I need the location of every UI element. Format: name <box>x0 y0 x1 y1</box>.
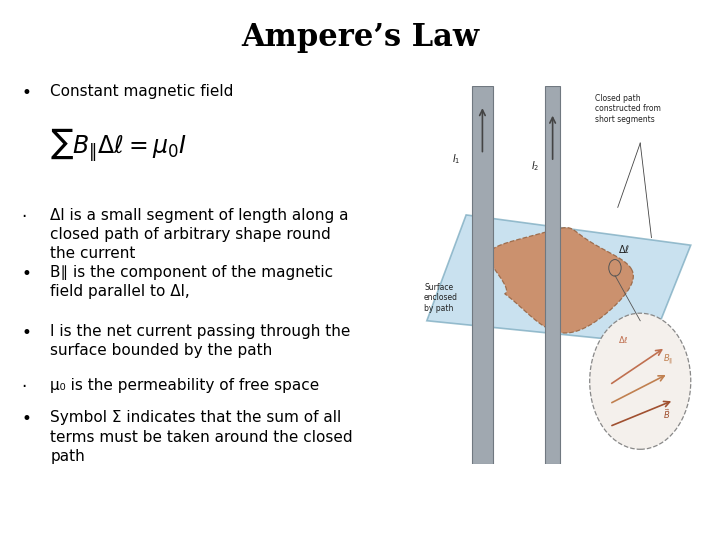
Polygon shape <box>427 215 690 343</box>
Text: ·: · <box>22 378 27 396</box>
Text: I is the net current passing through the
surface bounded by the path: I is the net current passing through the… <box>50 324 351 358</box>
Text: Surface
enclosed
by path: Surface enclosed by path <box>424 283 458 313</box>
Text: Δl is a small segment of length along a
closed path of arbitrary shape round
the: Δl is a small segment of length along a … <box>50 208 349 261</box>
Bar <box>472 86 492 464</box>
Text: B∥ is the component of the magnetic
field parallel to Δl,: B∥ is the component of the magnetic fiel… <box>50 265 333 299</box>
Bar <box>545 86 560 464</box>
Text: $\Delta\ell$: $\Delta\ell$ <box>618 334 629 346</box>
Circle shape <box>590 313 690 449</box>
Text: Closed path
constructed from
short segments: Closed path constructed from short segme… <box>595 94 661 124</box>
Polygon shape <box>489 227 634 333</box>
Text: $B_{\|}$: $B_{\|}$ <box>662 353 672 367</box>
Text: $\Delta\ell$: $\Delta\ell$ <box>618 242 630 255</box>
Text: $I_1$: $I_1$ <box>452 152 461 166</box>
Text: μ₀ is the permeability of free space: μ₀ is the permeability of free space <box>50 378 320 393</box>
Text: •: • <box>22 324 32 342</box>
Text: $I_2$: $I_2$ <box>531 159 539 173</box>
Text: •: • <box>22 84 32 102</box>
Text: ·: · <box>22 208 27 226</box>
Text: Constant magnetic field: Constant magnetic field <box>50 84 234 99</box>
Text: $\vec{B}$: $\vec{B}$ <box>662 407 670 421</box>
Text: $\sum B_{\|}\Delta\ell = \mu_0 I$: $\sum B_{\|}\Delta\ell = \mu_0 I$ <box>50 127 188 164</box>
Text: •: • <box>22 410 32 428</box>
Text: Symbol Σ indicates that the sum of all
terms must be taken around the closed
pat: Symbol Σ indicates that the sum of all t… <box>50 410 353 464</box>
Text: •: • <box>22 265 32 282</box>
Text: Ampere’s Law: Ampere’s Law <box>241 22 479 52</box>
